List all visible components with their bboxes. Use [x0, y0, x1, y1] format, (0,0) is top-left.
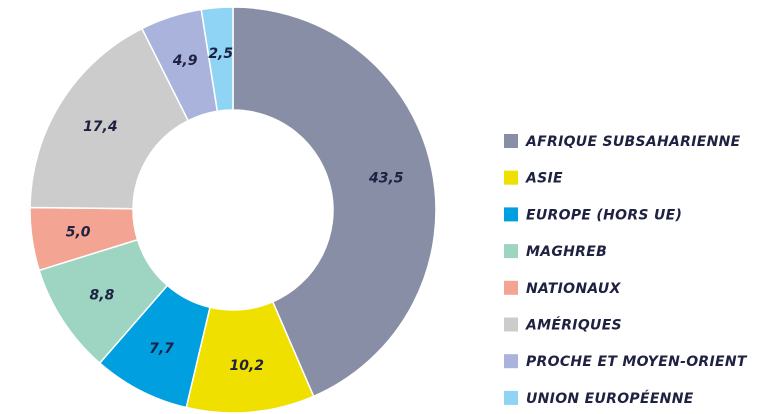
data-label: 7,7	[149, 341, 174, 357]
legend-swatch	[504, 207, 518, 222]
data-label: 2,5	[208, 46, 233, 62]
donut-slice	[29, 27, 190, 210]
legend-swatch	[504, 317, 518, 332]
data-label: 43,5	[368, 170, 404, 186]
legend-swatch	[504, 390, 518, 405]
data-label: 4,9	[172, 53, 198, 69]
legend-label: EUROPE (HORS UE)	[526, 207, 682, 223]
data-label: 5,0	[66, 225, 91, 241]
legend-label: AMÉRIQUES	[525, 317, 622, 334]
donut-slice	[200, 6, 234, 113]
legend-swatch	[504, 170, 518, 185]
legend-label: AFRIQUE SUBSAHARIENNE	[525, 134, 741, 150]
legend-label: NATIONAUX	[526, 281, 622, 297]
legend-label: ASIE	[525, 171, 563, 187]
legend-swatch	[504, 244, 518, 259]
legend-label: UNION EUROPÉENNE	[526, 390, 694, 407]
data-label: 17,4	[83, 119, 118, 135]
legend-swatch	[504, 354, 518, 369]
data-label: 10,2	[229, 358, 264, 374]
legend-label: MAGHREB	[526, 244, 607, 260]
donut-slice	[232, 6, 437, 398]
data-label: 8,8	[90, 288, 115, 304]
legend-swatch	[504, 134, 518, 148]
legend-label: PROCHE ET MOYEN-ORIENT	[526, 354, 748, 370]
legend-swatch	[504, 280, 518, 295]
